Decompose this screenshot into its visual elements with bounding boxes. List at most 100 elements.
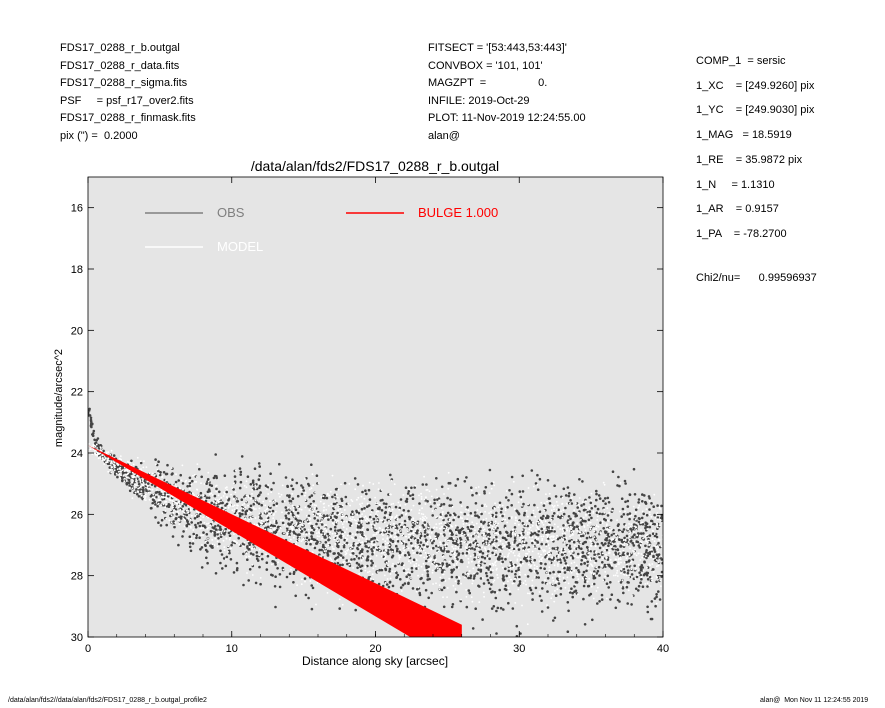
chi2-value: Chi2/nu= 0.99596937	[696, 272, 817, 284]
model-point	[209, 524, 212, 526]
model-point	[606, 556, 608, 559]
model-point	[518, 555, 521, 557]
obs-point	[177, 543, 180, 547]
obs-point	[419, 534, 423, 538]
model-point	[408, 556, 411, 559]
model-point	[105, 452, 108, 455]
obs-point	[563, 566, 566, 570]
obs-point	[583, 519, 586, 523]
model-point	[360, 553, 363, 556]
obs-point	[188, 541, 192, 545]
model-point	[224, 506, 227, 509]
obs-point	[366, 528, 370, 532]
model-point	[110, 471, 113, 474]
obs-point	[511, 607, 515, 610]
obs-point	[260, 552, 264, 556]
model-point	[370, 540, 373, 543]
obs-point	[257, 478, 261, 481]
obs-point	[585, 545, 589, 549]
model-point	[351, 500, 354, 503]
obs-point	[213, 474, 217, 478]
model-point	[545, 529, 547, 532]
model-point	[405, 572, 407, 575]
obs-point	[358, 551, 362, 555]
model-point	[417, 537, 420, 540]
model-point	[174, 521, 177, 524]
model-point	[202, 516, 205, 518]
obs-point	[407, 551, 410, 554]
model-point	[465, 596, 468, 598]
model-point	[175, 502, 178, 505]
model-point	[321, 533, 323, 536]
model-point	[661, 555, 663, 558]
model-point	[550, 539, 553, 541]
obs-point	[416, 541, 420, 544]
obs-point	[589, 592, 593, 596]
model-point	[551, 577, 554, 579]
obs-point	[488, 557, 491, 561]
model-point	[109, 468, 112, 471]
obs-point	[249, 483, 253, 486]
model-point	[540, 553, 542, 556]
model-point	[361, 556, 364, 559]
model-point	[402, 547, 405, 550]
model-point	[178, 506, 180, 509]
model-point	[321, 520, 323, 522]
model-point	[349, 547, 352, 550]
obs-point	[572, 511, 576, 515]
obs-point	[617, 475, 620, 479]
obs-point	[609, 581, 612, 584]
model-point	[572, 530, 575, 532]
obs-point	[570, 502, 574, 505]
model-point	[435, 526, 438, 529]
model-point	[348, 563, 351, 566]
obs-point	[92, 429, 96, 433]
obs-point	[581, 480, 584, 483]
obs-point	[249, 552, 253, 555]
obs-point	[596, 542, 599, 546]
obs-point	[607, 501, 611, 504]
obs-point	[303, 577, 307, 580]
obs-point	[285, 527, 289, 530]
obs-point	[477, 568, 480, 571]
obs-point	[485, 574, 489, 578]
model-point	[481, 577, 484, 579]
model-point	[155, 463, 157, 466]
model-point	[531, 584, 534, 587]
obs-point	[592, 582, 596, 586]
model-point	[323, 524, 326, 526]
obs-point	[162, 471, 166, 474]
model-point	[617, 543, 619, 545]
obs-point	[640, 577, 643, 581]
obs-point	[112, 454, 116, 457]
obs-point	[173, 505, 176, 508]
model-point	[187, 509, 189, 512]
model-point	[320, 496, 323, 498]
model-point	[593, 524, 595, 527]
obs-point	[660, 570, 663, 574]
model-point	[242, 507, 245, 510]
obs-point	[252, 502, 256, 506]
model-point	[559, 514, 561, 517]
obs-point	[159, 471, 162, 474]
model-point	[279, 495, 281, 498]
model-point	[492, 581, 495, 583]
obs-point	[286, 494, 289, 497]
model-point	[298, 539, 300, 542]
model-point	[89, 448, 92, 451]
obs-point	[237, 536, 240, 540]
model-point	[637, 506, 640, 509]
model-point	[430, 532, 433, 534]
obs-point	[504, 496, 508, 499]
obs-point	[494, 596, 498, 600]
model-point	[162, 493, 165, 496]
obs-point	[278, 585, 282, 589]
model-point	[609, 559, 612, 561]
model-point	[648, 513, 651, 516]
model-point	[382, 538, 384, 541]
obs-point	[154, 458, 157, 461]
obs-point	[606, 574, 610, 578]
model-point	[494, 520, 497, 523]
obs-point	[633, 493, 637, 496]
model-point	[608, 526, 611, 529]
